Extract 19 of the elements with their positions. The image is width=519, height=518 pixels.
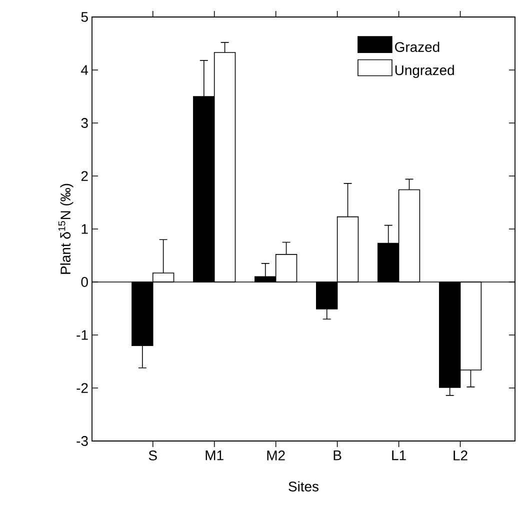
y-tick-label: 5 [81,12,88,22]
x-axis-title: Sites [288,481,318,492]
y-tick-label: 0 [81,277,88,287]
y-tick-label: -3 [76,436,88,446]
y-tick-label: 2 [81,171,88,181]
y-tick-label: -2 [76,383,88,393]
x-tick-label: B [334,450,342,460]
y-tick-label: 4 [81,65,88,75]
y-tick-label: 3 [81,118,88,128]
legend-label: Grazed [395,42,440,52]
y-tick-label: -1 [76,330,88,340]
legend-label: Ungrazed [395,64,454,78]
x-tick-label: S [148,450,157,460]
x-tick-label: M1 [206,450,224,460]
y-axis-title: Plant δ$^{15}$N (‰) [58,184,74,274]
x-tick-label: M2 [267,450,285,460]
x-tick-label: L2 [454,450,468,460]
x-tick-label: L1 [392,450,406,460]
y-tick-label: 1 [82,224,88,234]
